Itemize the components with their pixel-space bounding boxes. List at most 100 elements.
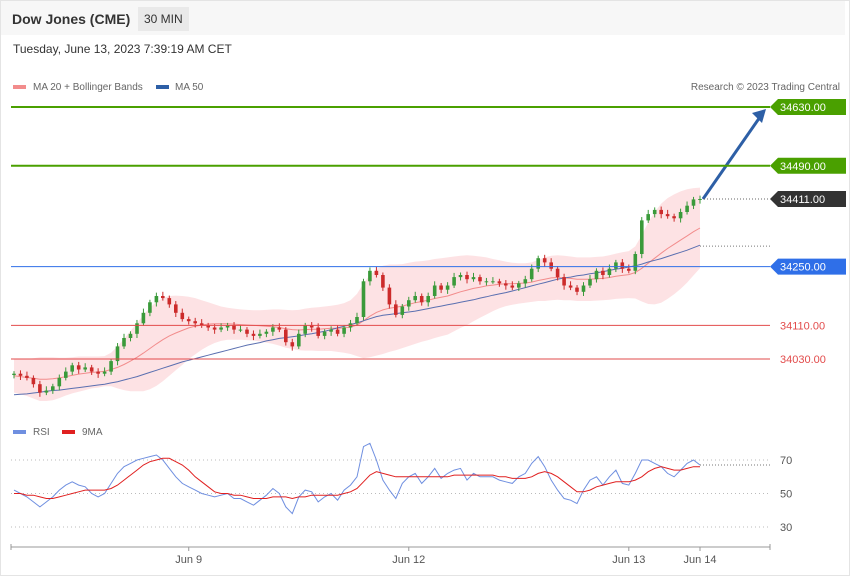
candle-body [96,371,100,374]
candle [102,367,107,377]
candle [12,371,16,379]
candle [25,371,29,381]
candle [458,272,463,281]
candle [225,322,230,331]
candle-body [659,209,663,215]
level-support: 34110.00 [11,320,825,332]
candle [672,213,676,222]
candle [297,329,301,349]
candle-body [309,325,314,328]
candle-body [148,302,152,313]
candle-body [426,296,430,303]
candle-body [394,304,398,315]
x-tick-label: Jun 14 [683,554,716,566]
resistance-tag [770,99,846,115]
candle-body [698,199,702,200]
candle-body [232,325,236,330]
candle-body [44,390,49,393]
candle [426,292,430,307]
candle-body [672,216,676,219]
candle-body [135,323,139,334]
candle-body [620,262,625,269]
candle [529,264,534,282]
pivot-label: 34250.00 [780,262,826,274]
candle-body [471,277,476,280]
candle-body [478,277,482,282]
candle [698,195,702,204]
candle-body [536,258,540,269]
candle-body [517,283,521,288]
candle-body [652,209,657,215]
candle-body [562,277,566,286]
chart-header: Dow Jones (CME) 30 MIN [1,1,845,35]
candle [199,319,204,328]
candle-body [141,312,146,324]
candle-body [614,262,618,269]
candle-body [523,279,528,284]
rsi-ma-line [14,457,700,500]
candle [523,275,528,288]
candle-body [76,365,81,370]
candle-body [419,296,424,303]
legend-label-9ma: 9MA [82,427,103,438]
candle [601,267,605,280]
candle [542,254,547,267]
pivot-tag [770,258,846,275]
candle [374,266,379,278]
candle-body [484,281,489,283]
candle [44,386,49,396]
candle [594,268,599,283]
candle-body [665,214,670,217]
resistance-label: 34490.00 [780,161,826,173]
rsi-tick-label: 30 [780,522,792,534]
candle [122,333,126,349]
x-tick-label: Jun 13 [612,554,645,566]
last-price-tag [770,190,846,207]
resistance-tag [770,157,846,174]
candle [180,308,185,322]
candle [154,292,159,307]
candle-body [678,212,683,219]
level-support: 34030.00 [11,354,826,366]
candle [439,282,443,294]
candle-body [575,287,579,292]
candle [290,338,295,351]
candle [562,273,566,290]
x-tick-label: Jun 12 [392,554,425,566]
candle-body [413,296,417,301]
candle [685,201,689,215]
candle [238,325,243,333]
candle [478,274,482,285]
candle-body [381,275,385,288]
support-label: 34030.00 [780,354,826,366]
candle-body [238,329,243,331]
candle-body [83,367,87,370]
candle-body [491,281,495,283]
candle-body [174,304,178,313]
candle [504,280,508,290]
candle [115,343,120,366]
candle-body [219,327,223,330]
candle [555,266,560,281]
candle [18,370,23,380]
candle [517,280,521,291]
candle-body [316,327,320,336]
candle [135,319,139,338]
candle-body [504,283,508,286]
interval-selector[interactable]: 30 MIN [138,7,189,31]
candle-body [251,333,256,336]
candle-body [180,312,185,320]
candle-body [31,377,36,385]
candle-body [225,325,230,328]
legend-label-ma50: MA 50 [175,82,204,93]
candle [89,364,94,375]
candle [83,363,87,373]
candle [581,282,586,296]
candle-body [452,277,456,286]
level-last: 34411.00 [704,190,846,207]
candle [633,251,638,275]
candle-body [89,367,94,372]
candle [536,255,540,273]
candle [96,368,100,378]
candle [335,325,340,337]
